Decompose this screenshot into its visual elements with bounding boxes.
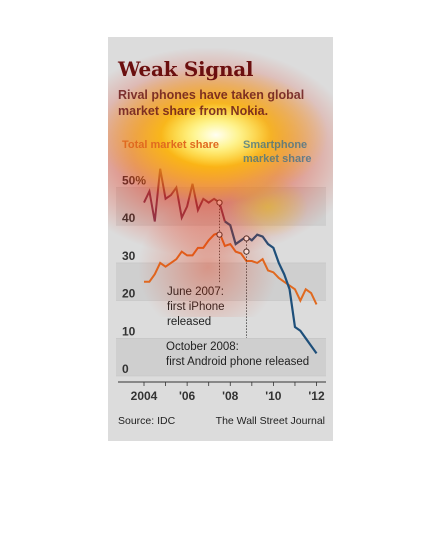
chart-title: Weak Signal [118,57,254,81]
annotation-iphone-line: first iPhone [167,301,225,313]
y-tick-label: 50% [122,174,146,188]
annotation-marker-total [243,248,250,255]
x-tick-label: '12 [308,389,325,403]
y-tick-label: 40 [122,211,136,225]
annotation-iphone-line: June 2007: [167,286,224,298]
annotation-iphone: June 2007: first iPhone released [167,286,225,328]
x-tick-label: 2004 [131,389,158,403]
annotation-marker-total [216,231,223,238]
y-tick-label: 20 [122,287,136,301]
annotation-android: October 2008: first Android phone release… [166,341,309,368]
publisher-credit: The Wall Street Journal [215,415,325,427]
annotation-iphone-line: released [167,316,211,328]
annotation-marker-smartphone [243,235,250,242]
x-tick-label: '08 [222,389,239,403]
y-tick-label: 30 [122,249,136,263]
y-tick-label: 10 [122,324,136,338]
legend-smartphone-market-share: Smartphone market share [243,139,312,165]
legend-total-market-share: Total market share [122,139,220,151]
x-tick-label: '06 [179,389,196,403]
annotation-android-line: first Android phone released [166,356,309,368]
source-note: Source: IDC [118,415,176,427]
chart-card: 0 10 20 30 40 50% 2004 '06 '08 '10 '12 June 2007: fi… [108,37,333,441]
annotation-android-line: October 2008: [166,341,239,353]
grid-band [116,338,326,376]
annotation-marker-smartphone [216,199,223,206]
chart-subtitle: Rival phones have taken global market sh… [118,88,305,118]
y-tick-label: 0 [122,362,129,376]
x-tick-label: '10 [265,389,282,403]
